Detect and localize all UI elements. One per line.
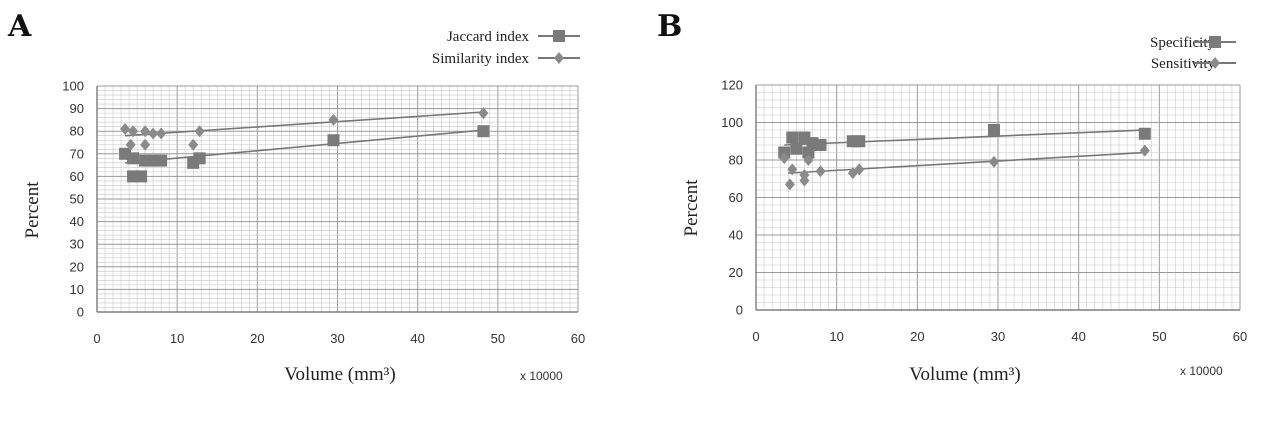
trendline: [788, 151, 1145, 174]
data-point-diamond: [120, 122, 131, 135]
data-point-square: [1138, 127, 1151, 140]
y-tick-label: 0: [77, 305, 84, 320]
data-point-square: [790, 142, 803, 155]
legend-marker-square: [553, 30, 565, 42]
y-tick-label: 80: [70, 124, 84, 139]
data-point-square: [155, 154, 168, 167]
data-point-diamond: [1139, 144, 1150, 157]
data-point-square: [802, 146, 815, 159]
x-axis-label: Volume (mm³): [284, 364, 395, 385]
x-tick-label: 10: [829, 329, 843, 344]
data-point-diamond: [328, 113, 339, 126]
data-point-square: [853, 135, 866, 148]
data-point-diamond: [779, 152, 790, 165]
x-tick-label: 20: [250, 331, 264, 346]
y-tick-label: 0: [736, 303, 743, 318]
data-point-diamond: [815, 165, 826, 178]
series-1: [120, 107, 489, 151]
trendline: [784, 129, 1145, 146]
data-point-diamond: [140, 138, 151, 151]
x-tick-label: 20: [910, 329, 924, 344]
series-0: [119, 125, 490, 183]
legend-label: Similarity index: [432, 51, 530, 67]
data-point-diamond: [194, 125, 205, 138]
y-tick-label: 30: [70, 237, 84, 252]
data-point-square: [987, 124, 1000, 136]
y-tick-label: 50: [70, 192, 84, 207]
data-point-diamond: [799, 169, 810, 181]
data-point-diamond: [188, 138, 199, 151]
panel-b: B 0 10 20 30 40 50 60 0 20 40 60 80 100 120 Volume (mm³…: [657, 9, 1247, 385]
y-axis-label: Percent: [22, 181, 43, 239]
panel-letter: B: [657, 9, 682, 44]
data-point-diamond: [125, 138, 136, 151]
x-tick-label: 30: [330, 331, 344, 346]
legend-marker-diamond: [554, 52, 564, 64]
data-point-diamond: [128, 125, 139, 138]
y-tick-label: 20: [70, 259, 84, 274]
data-point-square: [477, 125, 490, 138]
data-point-diamond: [803, 154, 814, 166]
y-tick-label: 40: [70, 214, 84, 229]
y-axis-label: Percent: [681, 179, 702, 237]
data-point-diamond: [784, 178, 795, 191]
x-axis-multiplier: x 10000: [1180, 364, 1223, 378]
x-tick-label: 0: [752, 329, 759, 344]
data-point-diamond: [787, 163, 798, 176]
legend-label: Sensitivity: [1151, 56, 1216, 72]
legend-label: Specificity: [1150, 35, 1215, 51]
data-point-diamond: [988, 155, 999, 168]
y-tick-label: 60: [729, 190, 743, 205]
legend-marker-diamond: [1210, 57, 1220, 69]
panel-a: A 0 10 20 30 40 50 60 0 10 20 30 40 50 60 70 80 90 100 Volu…: [7, 9, 585, 385]
data-point-square: [193, 152, 206, 165]
trendline: [124, 129, 484, 164]
data-point-diamond: [478, 107, 489, 120]
panel-letter: A: [7, 9, 32, 44]
series-0: [778, 124, 1151, 159]
legend-label: Jaccard index: [447, 29, 530, 45]
x-tick-label: 0: [93, 331, 100, 346]
x-tick-label: 50: [1152, 329, 1166, 344]
y-tick-label: 80: [729, 153, 743, 168]
y-tick-label: 120: [721, 78, 743, 93]
y-tick-label: 60: [70, 169, 84, 184]
y-tick-label: 20: [729, 265, 743, 280]
y-tick-label: 10: [70, 282, 84, 297]
x-tick-label: 30: [991, 329, 1005, 344]
y-tick-label: 100: [62, 79, 84, 94]
data-point-diamond: [854, 163, 865, 176]
series-1: [779, 144, 1150, 191]
data-point-diamond: [156, 127, 167, 140]
data-point-square: [135, 170, 148, 183]
data-point-square: [327, 134, 340, 147]
x-tick-label: 50: [491, 331, 505, 346]
x-tick-label: 60: [1233, 329, 1247, 344]
grid: [755, 84, 1241, 311]
x-tick-label: 40: [1071, 329, 1085, 344]
y-tick-label: 90: [70, 101, 84, 116]
x-tick-label: 60: [571, 331, 585, 346]
x-tick-label: 10: [170, 331, 184, 346]
y-tick-label: 100: [721, 115, 743, 130]
trendline: [125, 111, 484, 137]
data-point-square: [786, 131, 799, 144]
data-point-diamond: [140, 125, 151, 138]
x-axis-multiplier: x 10000: [520, 369, 563, 383]
data-point-diamond: [148, 127, 159, 140]
data-point-square: [814, 139, 827, 151]
y-tick-label: 40: [729, 228, 743, 243]
y-tick-label: 70: [70, 146, 84, 161]
data-point-square: [127, 152, 140, 165]
x-axis-label: Volume (mm³): [909, 364, 1020, 385]
legend-marker-square: [1209, 36, 1221, 48]
x-tick-label: 40: [410, 331, 424, 346]
grid: [96, 85, 579, 313]
